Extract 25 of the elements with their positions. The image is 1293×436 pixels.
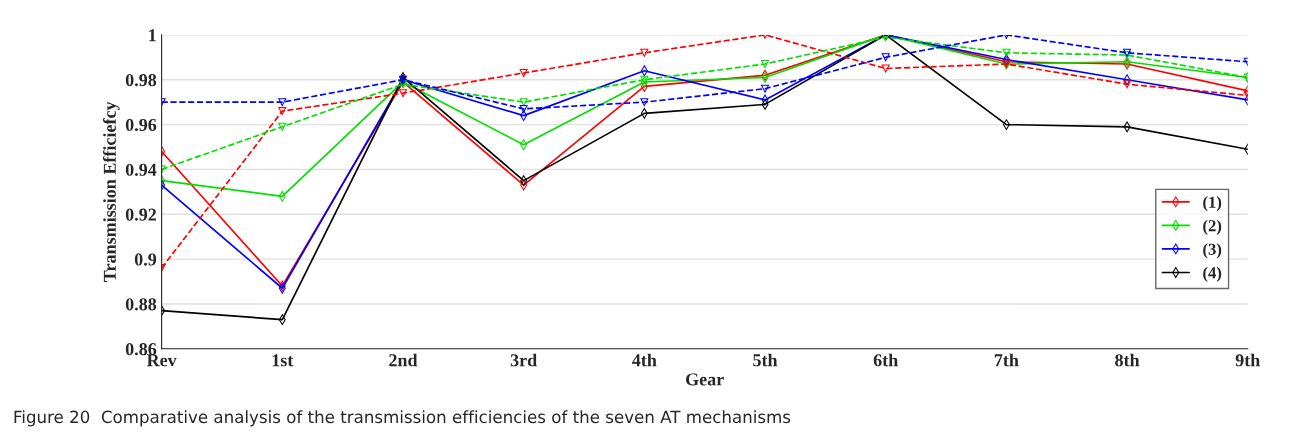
x-tick-label: 1st [272, 354, 294, 367]
legend-label: (4) [1203, 266, 1222, 282]
y-tick-label: 0.86 [125, 343, 157, 356]
legend-label: (2) [1203, 219, 1222, 235]
x-tick-label: 6th [873, 353, 898, 367]
x-tick-label: 8th [1115, 353, 1140, 367]
x-tick-label: 5th [753, 353, 778, 367]
y-tick-label: 0.96 [125, 118, 157, 132]
y-axis-title: Transmission Efficiefcy [103, 101, 120, 282]
x-tick-label: 3rd [510, 353, 538, 367]
y-tick-label: 0.92 [125, 208, 156, 221]
legend-label: (1) [1203, 196, 1222, 212]
x-tick-label: 4th [632, 353, 657, 367]
caption: Figure 20 Comparative analysis of the transmission efficiencies of the seven AT mechanisms [14, 410, 791, 427]
legend-label: (3) [1203, 243, 1222, 259]
x-axis-title: Gear [686, 373, 724, 386]
x-tick-label: 7th [994, 353, 1019, 367]
y-tick-label: 0.98 [125, 73, 157, 87]
y-tick-label: 1 [149, 29, 156, 42]
x-tick-label: 9th [1235, 353, 1261, 367]
x-tick-label: Rev [146, 354, 177, 367]
x-tick-label: 2nd [389, 353, 418, 367]
y-tick-label: 0.88 [125, 298, 157, 311]
y-tick-label: 0.94 [125, 163, 157, 176]
y-tick-label: 0.9 [134, 253, 157, 266]
